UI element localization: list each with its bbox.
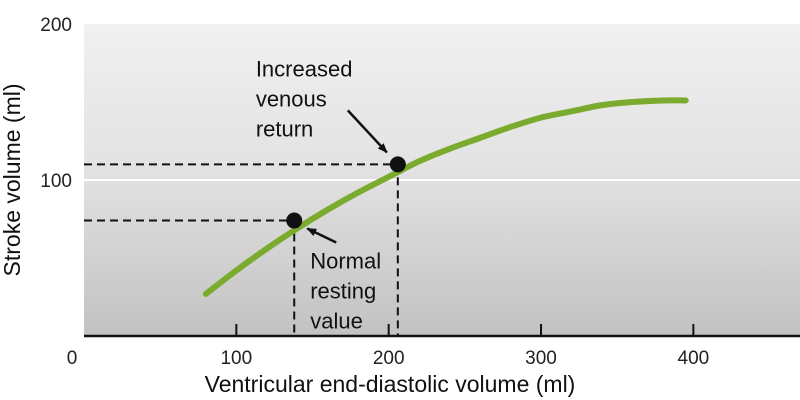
annotation-normal-resting-value: value	[310, 309, 363, 334]
x-tick-label: 0	[67, 348, 78, 369]
annotation-normal-resting-value: Normal	[310, 249, 381, 274]
data-point	[389, 156, 406, 173]
annotation-normal-resting-value: resting	[310, 279, 376, 304]
x-axis-title: Ventricular end-diastolic volume (ml)	[205, 371, 576, 397]
x-tick-label: 200	[373, 348, 405, 369]
y-tick-label: 200	[40, 15, 72, 36]
annotation-arrow	[306, 227, 337, 244]
annotation-increased-venous-return: venous	[256, 86, 327, 111]
curve-line	[202, 97, 689, 297]
annotation-arrow	[346, 109, 388, 154]
x-tick-label: 100	[220, 348, 252, 369]
y-axis-title: Stroke volume (ml)	[0, 84, 25, 277]
data-point	[286, 212, 303, 229]
x-tick-label: 400	[678, 348, 710, 369]
x-tick-label: 300	[525, 348, 557, 369]
annotation-increased-venous-return: Increased	[256, 56, 353, 81]
y-tick-label: 100	[40, 171, 72, 192]
annotation-increased-venous-return: return	[256, 116, 313, 141]
